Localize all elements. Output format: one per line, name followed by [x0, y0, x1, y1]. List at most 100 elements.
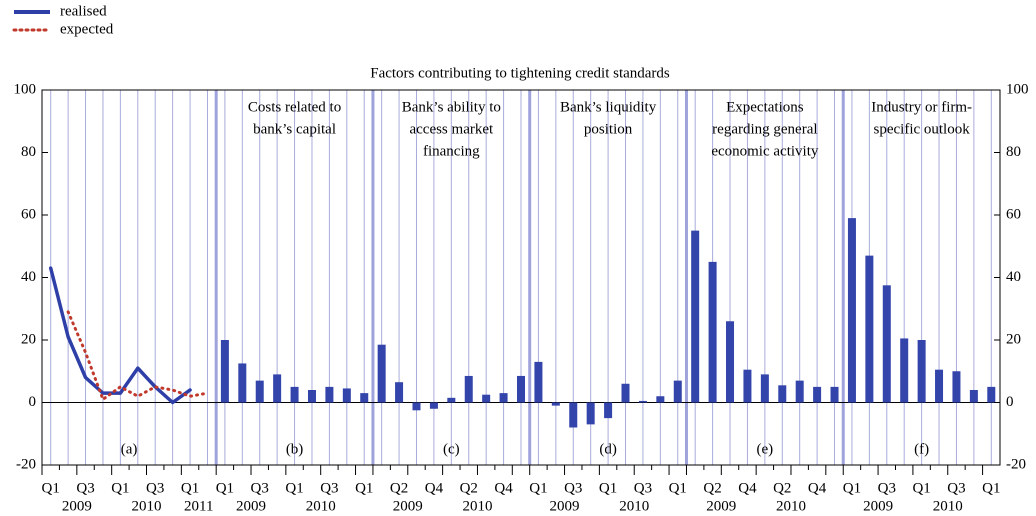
bar [395, 382, 404, 403]
x-year-label: 2010 [933, 498, 963, 514]
bar [917, 340, 926, 403]
bar [621, 383, 630, 403]
panel-label: (f) [914, 441, 929, 457]
bar [638, 400, 647, 403]
x-tick-label: Q1 [843, 480, 861, 496]
panel-title: bank’s capital [253, 121, 336, 137]
bar [969, 390, 978, 403]
bar [882, 285, 891, 403]
bar [551, 402, 560, 406]
x-tick-label: Q1 [599, 480, 617, 496]
legend-label: expected [60, 21, 114, 37]
panel-title: Expectations [726, 99, 804, 115]
panel-title: Bank’s liquidity [560, 99, 657, 115]
x-year-label: 2009 [863, 498, 893, 514]
bar [482, 394, 491, 403]
x-tick-label: Q1 [111, 480, 129, 496]
y2-tick-label: 80 [1006, 144, 1021, 160]
panel-label: (a) [121, 441, 138, 457]
panel-title: specific outlook [874, 121, 971, 137]
bar [813, 386, 822, 403]
x-year-label: 2010 [619, 498, 649, 514]
y-tick-label: 60 [21, 206, 36, 222]
panel-title: access market [409, 121, 494, 137]
bar [238, 363, 247, 403]
x-tick-label: Q3 [76, 480, 94, 496]
x-tick-label: Q1 [181, 480, 199, 496]
bar [569, 402, 578, 428]
bar [307, 390, 316, 403]
y-tick-label: 0 [29, 394, 37, 410]
bar [604, 402, 613, 419]
panel-label: (b) [286, 441, 304, 457]
bar [220, 340, 229, 403]
x-tick-label: Q1 [669, 480, 687, 496]
y2-tick-label: 0 [1006, 394, 1014, 410]
bar [726, 321, 735, 403]
x-tick-label: Q3 [564, 480, 582, 496]
bar [360, 393, 369, 403]
bar [464, 375, 473, 403]
y-tick-label: 80 [21, 144, 36, 160]
bar [847, 218, 856, 403]
panel-title: Costs related to [248, 99, 341, 115]
bar [691, 230, 700, 403]
legend-label: realised [60, 3, 107, 19]
panel-title: Industry or firm- [871, 99, 972, 115]
x-tick-label: Q3 [320, 480, 338, 496]
bar [830, 386, 839, 403]
line-series [66, 310, 209, 401]
x-tick-label: Q1 [529, 480, 547, 496]
panel-label: (e) [757, 441, 774, 457]
x-tick-label: Q1 [982, 480, 1000, 496]
x-year-label: 2010 [306, 498, 336, 514]
bar [517, 375, 525, 403]
panel-label: (c) [443, 441, 460, 457]
x-tick-label: Q4 [738, 480, 757, 496]
bar [865, 255, 874, 403]
x-tick-label: Q3 [878, 480, 896, 496]
bar [900, 338, 909, 403]
bar [708, 261, 717, 403]
x-year-label: 2011 [184, 498, 213, 514]
panel-title: Bank’s ability to [402, 99, 501, 115]
y-tick-label: -20 [16, 456, 36, 472]
y2-tick-label: -20 [1006, 456, 1026, 472]
x-tick-label: Q4 [808, 480, 827, 496]
panel-title: financing [423, 143, 480, 159]
panel-label: (d) [599, 441, 617, 457]
x-tick-label: Q3 [146, 480, 164, 496]
bar [290, 386, 299, 403]
bar [342, 388, 351, 403]
bar [935, 369, 944, 403]
x-tick-label: Q1 [285, 480, 303, 496]
x-tick-label: Q1 [216, 480, 234, 496]
bar [656, 396, 665, 403]
bar [377, 344, 386, 403]
y-tick-label: 100 [14, 81, 37, 97]
bar [743, 369, 752, 403]
x-year-label: 2010 [776, 498, 806, 514]
x-tick-label: Q4 [425, 480, 444, 496]
panel-title: position [584, 121, 633, 137]
y2-tick-label: 100 [1006, 81, 1029, 97]
x-tick-label: Q3 [251, 480, 269, 496]
panel-title: regarding general [712, 121, 817, 137]
panel-title: economic activity [711, 143, 819, 159]
y2-tick-label: 40 [1006, 269, 1021, 285]
x-tick-label: Q1 [42, 480, 60, 496]
x-tick-label: Q2 [773, 480, 791, 496]
y-tick-label: 20 [21, 331, 36, 347]
x-year-label: 2010 [132, 498, 162, 514]
bar [586, 402, 595, 425]
line-series [48, 266, 192, 405]
x-tick-label: Q2 [390, 480, 408, 496]
x-year-label: 2009 [62, 498, 92, 514]
bar [760, 374, 769, 403]
bar [447, 397, 456, 403]
x-year-label: 2009 [236, 498, 266, 514]
x-tick-label: Q3 [634, 480, 652, 496]
x-year-label: 2009 [393, 498, 423, 514]
y2-tick-label: 60 [1006, 206, 1021, 222]
